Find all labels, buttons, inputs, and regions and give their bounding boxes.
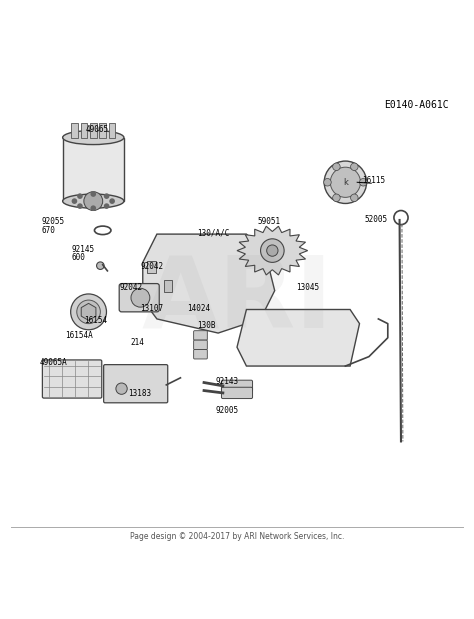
Circle shape — [333, 163, 340, 170]
Polygon shape — [143, 234, 275, 333]
Ellipse shape — [63, 131, 124, 145]
Circle shape — [116, 383, 127, 394]
Circle shape — [261, 239, 284, 262]
Text: 16154A: 16154A — [65, 331, 93, 340]
Text: 16154: 16154 — [84, 316, 107, 325]
Polygon shape — [71, 123, 78, 137]
Polygon shape — [81, 123, 87, 137]
Polygon shape — [90, 123, 97, 137]
Text: E0140-A061C: E0140-A061C — [384, 100, 448, 110]
Text: 92145: 92145 — [71, 245, 94, 254]
Text: 600: 600 — [71, 253, 85, 262]
Circle shape — [84, 192, 103, 210]
FancyBboxPatch shape — [119, 284, 159, 312]
Circle shape — [109, 198, 115, 204]
Text: 92005: 92005 — [216, 406, 239, 415]
Text: Page design © 2004-2017 by ARI Network Services, Inc.: Page design © 2004-2017 by ARI Network S… — [130, 532, 344, 541]
Text: 92042: 92042 — [119, 283, 142, 292]
Text: 92042: 92042 — [140, 262, 164, 271]
Text: ARI: ARI — [141, 251, 333, 348]
Text: 59051: 59051 — [257, 217, 281, 226]
Polygon shape — [100, 123, 106, 137]
Circle shape — [324, 178, 331, 186]
FancyBboxPatch shape — [194, 350, 207, 359]
Text: 14024: 14024 — [188, 304, 210, 313]
Text: 13183: 13183 — [128, 389, 151, 398]
Circle shape — [72, 198, 77, 204]
Text: 92143: 92143 — [216, 376, 239, 386]
Circle shape — [351, 163, 358, 170]
Polygon shape — [237, 226, 308, 275]
FancyBboxPatch shape — [104, 365, 168, 403]
Text: 130/A/C: 130/A/C — [197, 228, 229, 238]
Circle shape — [104, 193, 109, 199]
Text: 670: 670 — [41, 227, 55, 235]
Circle shape — [77, 193, 83, 199]
Circle shape — [131, 288, 150, 307]
FancyBboxPatch shape — [194, 340, 207, 350]
Text: 49065: 49065 — [85, 125, 109, 134]
Polygon shape — [147, 261, 156, 273]
Circle shape — [77, 203, 83, 209]
Circle shape — [91, 191, 96, 197]
Circle shape — [324, 161, 366, 204]
Text: 13107: 13107 — [140, 304, 164, 313]
Text: 13045: 13045 — [296, 283, 319, 292]
FancyBboxPatch shape — [42, 360, 102, 398]
Circle shape — [351, 194, 358, 202]
Text: 92055: 92055 — [41, 217, 64, 226]
Polygon shape — [164, 280, 173, 292]
Circle shape — [71, 294, 107, 330]
FancyBboxPatch shape — [221, 380, 253, 391]
FancyBboxPatch shape — [194, 331, 207, 340]
Text: 214: 214 — [130, 338, 144, 347]
Circle shape — [97, 262, 104, 269]
Ellipse shape — [63, 194, 124, 208]
Polygon shape — [81, 303, 96, 321]
Polygon shape — [237, 310, 359, 366]
Circle shape — [359, 178, 367, 186]
Polygon shape — [109, 123, 116, 137]
Text: 52005: 52005 — [364, 215, 387, 223]
Text: k: k — [343, 178, 348, 187]
Circle shape — [267, 245, 278, 256]
Text: 130B: 130B — [197, 321, 216, 329]
Circle shape — [91, 206, 96, 211]
Text: 16115: 16115 — [362, 176, 385, 185]
Circle shape — [77, 300, 100, 324]
Circle shape — [333, 194, 340, 202]
Text: 49065A: 49065A — [40, 358, 68, 367]
Circle shape — [330, 167, 360, 197]
Polygon shape — [63, 137, 124, 201]
Circle shape — [104, 203, 109, 209]
FancyBboxPatch shape — [221, 387, 253, 399]
